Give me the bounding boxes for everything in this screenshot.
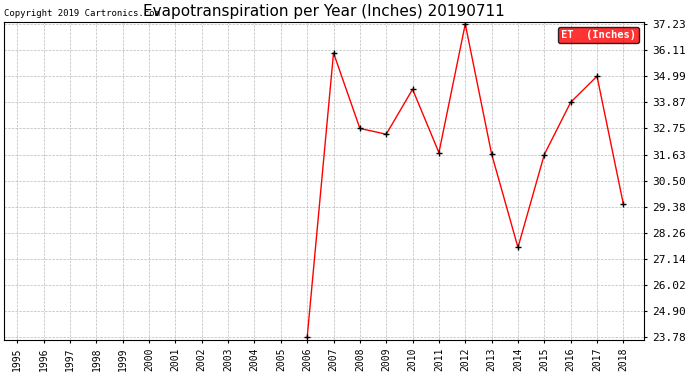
Text: Copyright 2019 Cartronics.com: Copyright 2019 Cartronics.com	[4, 9, 160, 18]
Title: Evapotranspiration per Year (Inches) 20190711: Evapotranspiration per Year (Inches) 201…	[144, 4, 505, 19]
Legend: ET  (Inches): ET (Inches)	[558, 27, 639, 43]
